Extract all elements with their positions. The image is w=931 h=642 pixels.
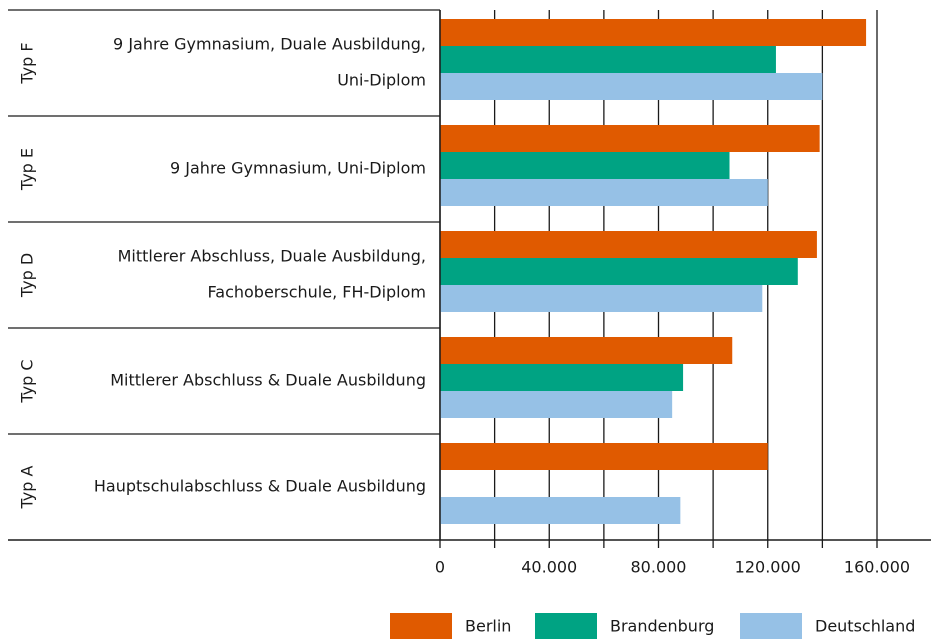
legend-label: Deutschland [815,617,915,636]
bar [440,152,730,179]
bar [440,443,768,470]
legend-swatch [535,613,597,639]
category-label: Typ D [18,253,37,298]
category-description: Uni-Diplom [337,71,426,90]
bar [440,125,820,152]
x-tick-label: 40.000 [521,558,577,577]
category-label: Typ C [18,359,37,403]
category-label: Typ A [18,465,37,509]
bar [440,364,684,391]
bar [440,19,867,46]
bar [440,179,768,206]
legend-swatch [390,613,452,639]
category-description: Hauptschulabschluss & Duale Ausbildung [94,477,426,496]
x-tick-label: 120.000 [735,558,801,577]
x-tick-label: 0 [435,558,445,577]
category-description: 9 Jahre Gymnasium, Uni-Diplom [170,159,426,178]
bar [440,231,817,258]
category-description: 9 Jahre Gymnasium, Duale Ausbildung, [113,35,426,54]
x-tick-label: 160.000 [844,558,910,577]
bar [440,285,763,312]
category-label: Typ E [18,148,37,191]
bar [440,258,798,285]
bar [440,73,823,100]
x-tick-label: 80.000 [631,558,687,577]
bar [440,46,776,73]
category-description: Mittlerer Abschluss & Duale Ausbildung [110,371,426,390]
category-label: Typ F [18,42,37,84]
legend-label: Berlin [465,617,511,636]
category-description: Fachoberschule, FH-Diplom [208,283,426,302]
bar [440,337,733,364]
bar [440,391,673,418]
legend-swatch [740,613,802,639]
bar [440,497,681,524]
category-description: Mittlerer Abschluss, Duale Ausbildung, [118,247,426,266]
legend-label: Brandenburg [610,617,714,636]
